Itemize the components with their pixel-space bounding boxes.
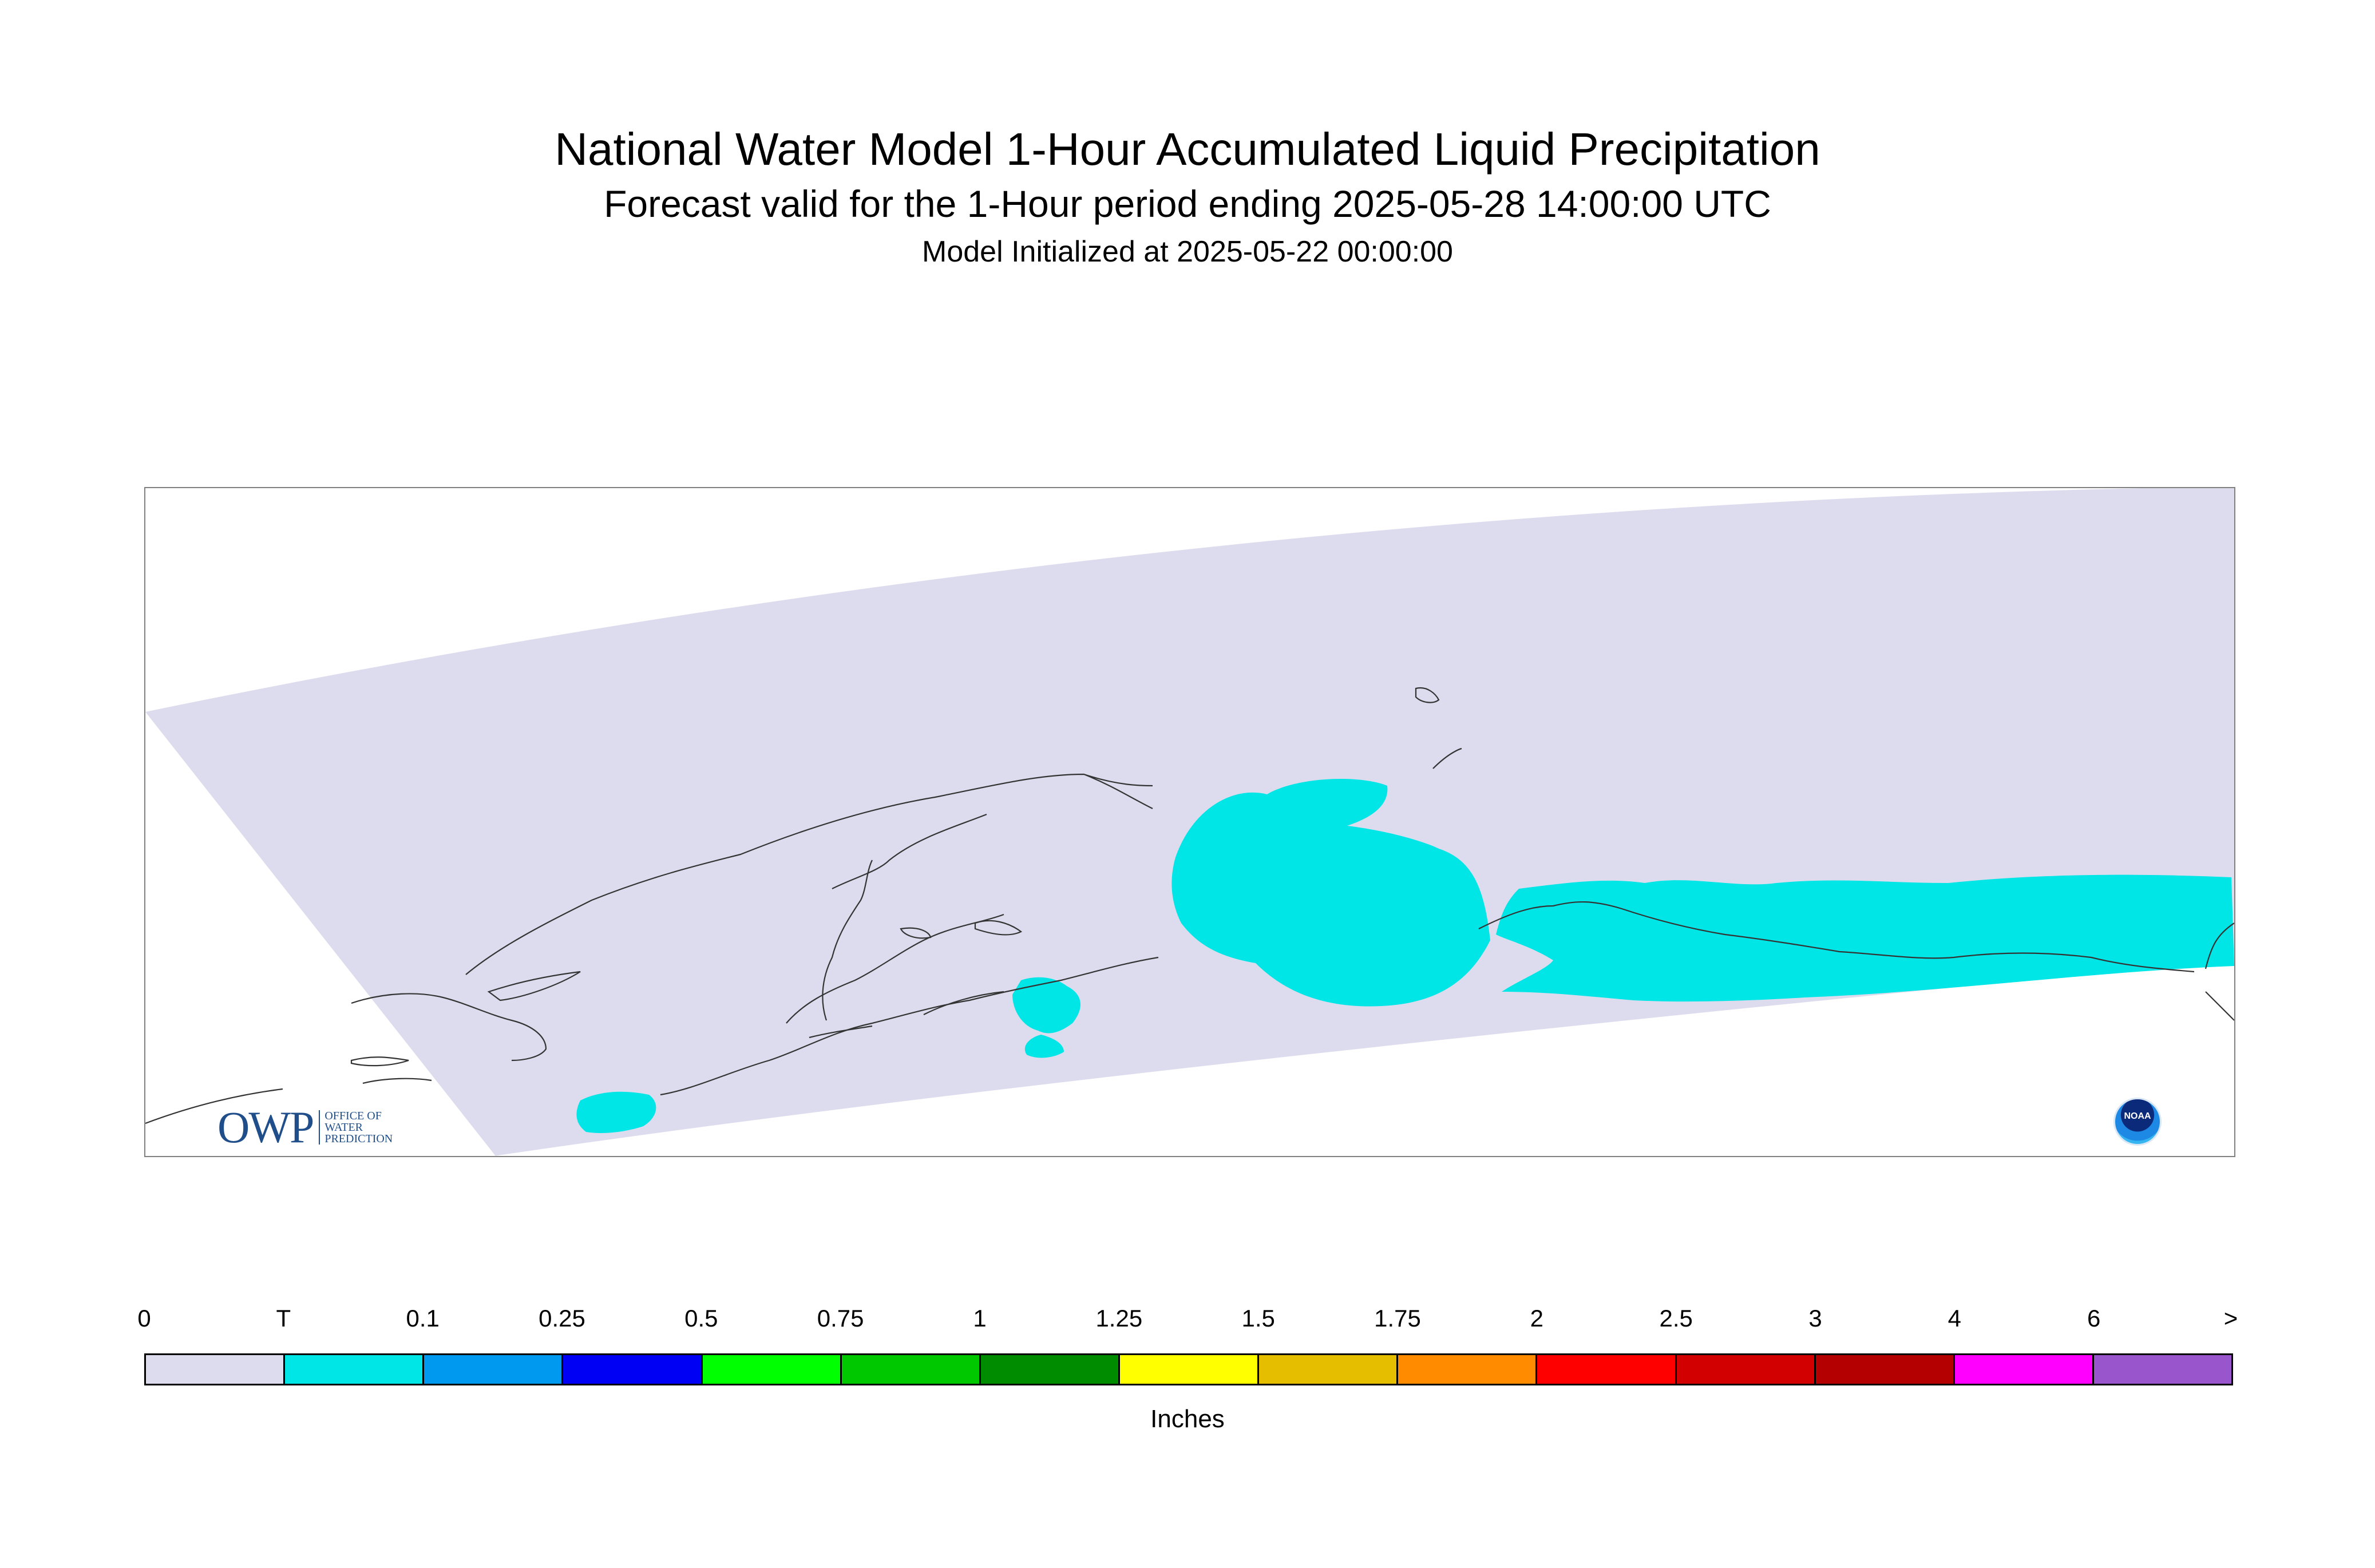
coastline-north [465,773,1153,975]
precip-area-gulf [1171,779,1490,1007]
legend-swatch-10 [1537,1355,1677,1384]
legend-swatch-7 [1119,1355,1260,1384]
island-6 [350,1056,409,1067]
precip-area-peninsula [1012,977,1080,1034]
model-domain [145,488,2234,1156]
noaa-logo: NOAA [2113,1098,2162,1146]
noaa-logo-text: NOAA [2124,1111,2151,1121]
legend-label-8: 1.5 [1241,1305,1275,1332]
coastline-bay [822,860,873,1021]
precip-area-east [1496,874,2234,1002]
legend-label-11: 2.5 [1659,1305,1693,1332]
island-3 [974,920,1023,936]
owp-logo-line-2: WATER [324,1121,363,1134]
coastline-aleutian [809,991,1004,1039]
legend-label-12: 3 [1808,1305,1822,1332]
island-1 [1415,687,1440,703]
model-init-time: Model Initialized at 2025-05-22 00:00:00 [922,235,1453,268]
legend-label-3: 0.25 [539,1305,585,1332]
legend-label-14: 6 [2087,1305,2101,1332]
coastlines [145,687,2234,1124]
legend-swatch-8 [1259,1355,1399,1384]
legend-label-0: 0 [137,1305,151,1332]
island-5 [487,971,581,1001]
island-7 [362,1078,432,1084]
legend-swatch-5 [841,1355,981,1384]
legend-label-2: 0.1 [406,1305,440,1332]
owp-logo-text: OFFICE OF WATER PREDICTION [319,1110,393,1145]
legend-swatch-4 [702,1355,842,1384]
precip-area-inlet [1024,1035,1064,1058]
legend-label-10: 2 [1530,1305,1544,1332]
island-4 [900,927,932,939]
legend-swatch-2 [424,1355,564,1384]
precip-area-southwest [576,1091,656,1133]
legend-swatch-3 [563,1355,703,1384]
legend-swatch-0 [146,1355,286,1384]
legend-label-1: T [276,1305,291,1332]
legend-swatch-13 [1954,1355,2094,1384]
owp-logo-line-1: OFFICE OF [324,1110,382,1122]
legend-swatch-1 [285,1355,425,1384]
legend-label-6: 1 [973,1305,987,1332]
coastline-east [2204,922,2234,1021]
legend-swatch-6 [980,1355,1120,1384]
legend-label-7: 1.25 [1095,1305,1143,1332]
map-frame [144,487,2235,1157]
coastline-west [351,993,547,1062]
legend-swatch-11 [1676,1355,1816,1384]
owp-logo-line-3: PREDICTION [324,1133,393,1145]
legend-units: Inches [1150,1405,1225,1433]
owp-logo: OWP OFFICE OF WATER PREDICTION [217,1102,393,1152]
legend-label-9: 1.75 [1374,1305,1421,1332]
map-title: National Water Model 1-Hour Accumulated … [555,124,1820,175]
coastline-southcentral [1478,901,2195,973]
coastline-main [145,913,1159,1124]
legend-label-15: > [2223,1305,2238,1332]
legend-colorbar [144,1353,2233,1385]
map-subtitle: Forecast valid for the 1-Hour period end… [604,183,1771,225]
precip-legend: 0 T 0.1 0.25 0.5 0.75 1 1.25 1.5 1.75 2 2.5 3 4 6 > [137,1305,2238,1442]
legend-label-5: 0.75 [817,1305,864,1332]
owp-logo-mark: OWP [217,1102,314,1152]
legend-label-4: 0.5 [684,1305,718,1332]
legend-swatch-9 [1398,1355,1538,1384]
legend-swatch-12 [1815,1355,1955,1384]
legend-swatch-14 [2093,1355,2232,1384]
island-2 [1432,747,1462,769]
precip-areas [576,779,2234,1133]
legend-label-13: 4 [1948,1305,1962,1332]
precip-map [145,488,2234,1156]
